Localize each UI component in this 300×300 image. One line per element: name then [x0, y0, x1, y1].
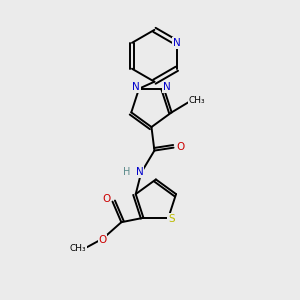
Text: O: O: [102, 194, 110, 204]
Text: N: N: [132, 82, 140, 92]
Text: N: N: [163, 82, 171, 92]
Text: O: O: [98, 235, 106, 245]
Text: O: O: [176, 142, 184, 152]
Text: S: S: [168, 214, 175, 224]
Text: CH₃: CH₃: [70, 244, 86, 253]
Text: N: N: [136, 167, 144, 177]
Text: H: H: [123, 167, 131, 177]
Text: CH₃: CH₃: [189, 96, 205, 105]
Text: N: N: [173, 38, 181, 48]
